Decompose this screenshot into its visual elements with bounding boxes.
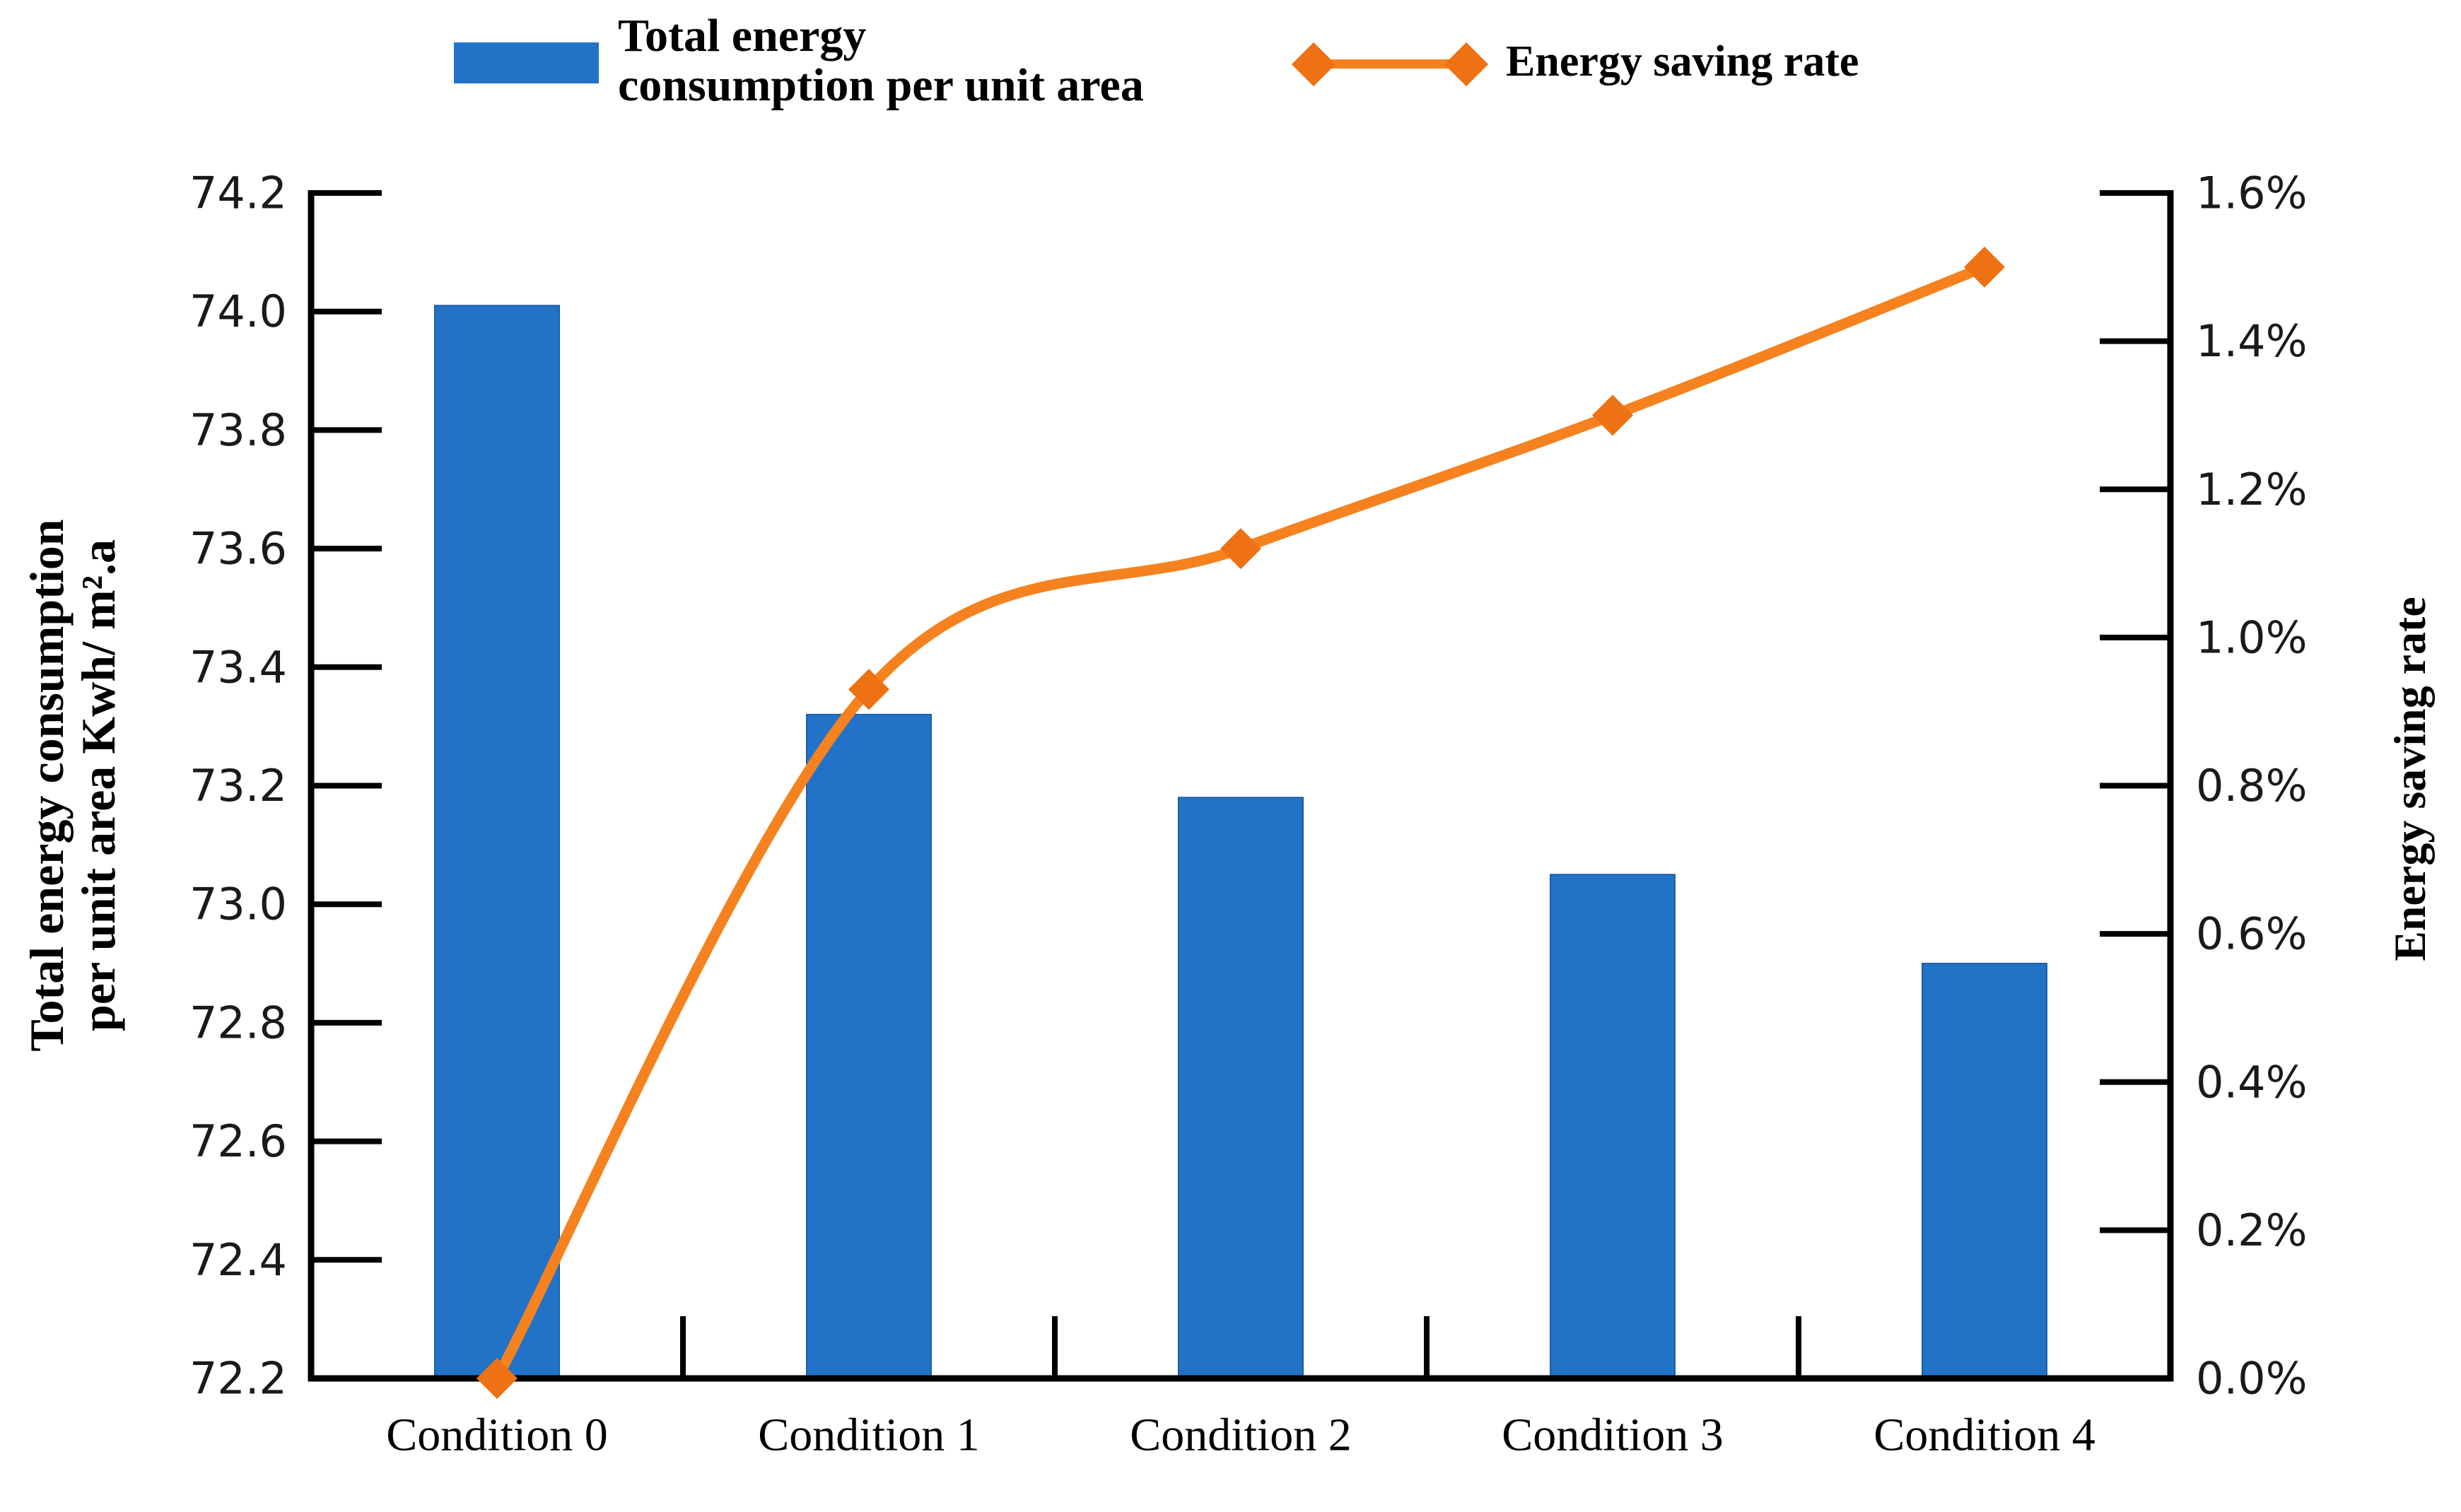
left-axis-tick-label: 73.0	[189, 879, 287, 930]
x-axis-category-label: Condition 4	[1873, 1410, 2095, 1461]
marker-condition-2	[1220, 528, 1261, 570]
x-axis-category-label: Condition 0	[386, 1410, 608, 1461]
left-axis-tick-label: 72.4	[189, 1234, 287, 1286]
marker-condition-1	[848, 669, 889, 710]
energy-saving-rate-line	[491, 262, 1990, 1384]
legend-bar-label-line1: Total energy	[618, 10, 867, 61]
left-axis-tick-label: 73.6	[189, 523, 287, 575]
x-axis-category-label: Condition 2	[1130, 1410, 1352, 1461]
left-axis-tick-label: 72.2	[189, 1353, 287, 1405]
x-axis-category-label: Condition 1	[758, 1410, 980, 1461]
right-axis-tick-label: 1.0%	[2196, 611, 2308, 663]
bar-condition-3	[1550, 874, 1676, 1379]
right-axis-tick-label: 0.2%	[2196, 1205, 2308, 1256]
left-axis-tick-label: 74.0	[189, 286, 287, 337]
left-axis-tick-label: 73.4	[189, 641, 287, 693]
right-axis-tick-label: 1.2%	[2196, 464, 2308, 515]
right-axis-tick-label: 1.6%	[2196, 168, 2308, 219]
right-axis-tick-label: 0.6%	[2196, 908, 2308, 960]
legend-line-label: Energy saving rate	[1506, 37, 1859, 86]
right-axis-tick-label: 1.4%	[2196, 315, 2308, 367]
marker-condition-4	[1964, 246, 2005, 288]
left-axis-tick-label: 72.8	[189, 997, 287, 1048]
right-axis-tick-label: 0.4%	[2196, 1056, 2308, 1108]
left-axis-tick-label: 74.2	[189, 168, 287, 219]
marker-condition-3	[1592, 394, 1633, 436]
legend-bar-label-line2: consumption per unit area	[618, 59, 1144, 111]
left-axis-tick-label: 73.2	[189, 760, 287, 811]
right-axis-tick-label: 0.8%	[2196, 760, 2308, 811]
left-axis-tick-label: 73.8	[189, 404, 287, 456]
bar-condition-4	[1922, 963, 2047, 1380]
legend-line-icon	[1307, 59, 1475, 69]
legend-bar-label: Total energy consumption per unit area	[618, 11, 1144, 110]
marker-condition-0	[477, 1358, 518, 1399]
right-axis-tick-label: 0.0%	[2196, 1353, 2308, 1405]
bar-condition-2	[1178, 797, 1304, 1379]
x-axis-category-label: Condition 3	[1502, 1410, 1724, 1461]
bar-condition-1	[806, 713, 932, 1379]
left-axis-tick-label: 72.6	[189, 1115, 287, 1167]
bar-condition-0	[434, 305, 560, 1380]
legend-bar-swatch-icon	[454, 42, 599, 83]
